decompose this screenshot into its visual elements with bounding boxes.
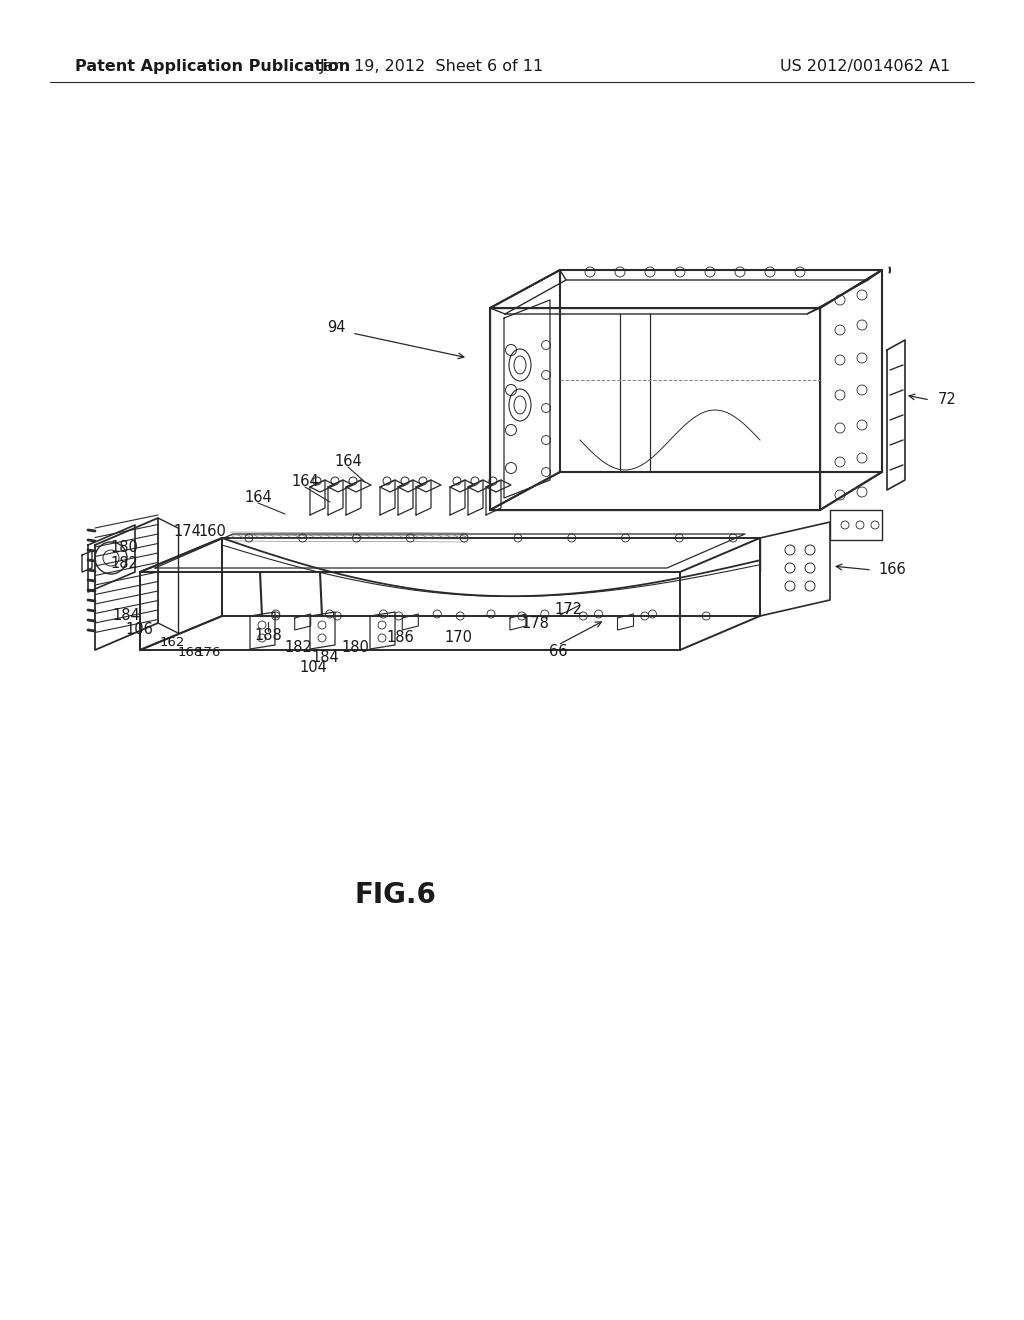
Text: 104: 104	[299, 660, 327, 676]
Text: 164: 164	[244, 491, 272, 506]
Text: 170: 170	[444, 631, 472, 645]
Text: 186: 186	[386, 631, 414, 645]
Text: 188: 188	[254, 628, 282, 644]
Text: 164: 164	[291, 474, 318, 490]
Text: 168: 168	[177, 647, 203, 660]
Text: Patent Application Publication: Patent Application Publication	[75, 58, 350, 74]
Text: 182: 182	[284, 640, 312, 656]
Text: 182: 182	[110, 556, 138, 570]
Text: 164: 164	[334, 454, 361, 470]
Text: 180: 180	[341, 640, 369, 656]
Text: 94: 94	[328, 321, 346, 335]
Text: 162: 162	[160, 636, 184, 649]
Text: 176: 176	[196, 647, 221, 660]
Text: 66: 66	[549, 644, 567, 660]
Text: 174: 174	[173, 524, 201, 540]
Text: FIG.6: FIG.6	[354, 880, 436, 909]
Text: 180: 180	[110, 540, 138, 556]
Text: 166: 166	[878, 562, 906, 578]
Text: US 2012/0014062 A1: US 2012/0014062 A1	[779, 58, 950, 74]
Text: Jan. 19, 2012  Sheet 6 of 11: Jan. 19, 2012 Sheet 6 of 11	[319, 58, 544, 74]
Text: 106: 106	[125, 623, 153, 638]
Text: 184: 184	[311, 651, 339, 665]
Text: 160: 160	[198, 524, 226, 540]
Text: 184: 184	[112, 607, 139, 623]
Text: 172: 172	[554, 602, 582, 618]
Text: 72: 72	[938, 392, 956, 408]
Text: 178: 178	[521, 616, 549, 631]
